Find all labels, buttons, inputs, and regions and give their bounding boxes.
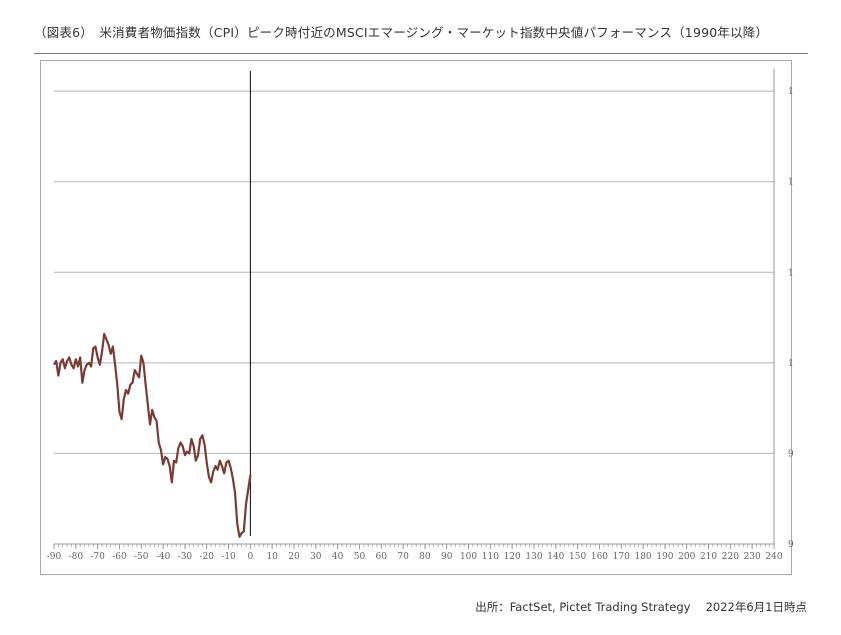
x-tick-label: 90 (441, 552, 453, 562)
x-tick-label: 190 (656, 552, 673, 562)
x-tick-label: -20 (199, 552, 214, 562)
chart-frame: 94 99 104 109 114 119 -90 -80 -70 -60 -50 -40 -30 -20… (40, 60, 793, 575)
x-tick-label: -80 (69, 552, 84, 562)
line-chart: 94 99 104 109 114 119 -90 -80 -70 -60 -50 -40 -30 -20… (47, 69, 793, 562)
x-tick-label: 240 (765, 552, 782, 562)
title-divider (34, 53, 808, 54)
y-tick-label: 109 (788, 268, 793, 278)
x-tick-label: -90 (47, 552, 62, 562)
x-tick-label: 150 (569, 552, 586, 562)
y-tick-label: 99 (788, 449, 793, 459)
x-tick-label: -60 (112, 552, 127, 562)
source-note: 出所：FactSet, Pictet Trading Strategy 2022… (475, 600, 807, 614)
y-tick-label: 119 (788, 87, 793, 97)
x-tick-label: 180 (634, 552, 651, 562)
x-tick-label: 70 (397, 552, 409, 562)
x-tick-label: 160 (591, 552, 608, 562)
x-tick-label: 170 (613, 552, 630, 562)
x-tick-label: 210 (700, 552, 717, 562)
x-tick-label: 50 (354, 552, 366, 562)
x-tick-label: 40 (332, 552, 344, 562)
series-line-0 (53, 332, 252, 538)
x-tick-label: 0 (247, 552, 253, 562)
y-tick-label: 114 (788, 178, 793, 188)
x-tick-label: 80 (419, 552, 431, 562)
x-tick-label: 60 (376, 552, 388, 562)
x-tick-label: 130 (525, 552, 542, 562)
x-tick-label: 120 (504, 552, 521, 562)
chart-title: （図表6） 米消費者物価指数（CPI）ピーク時付近のMSCIエマージング・マーケ… (34, 25, 769, 40)
y-tick-label: 104 (788, 359, 793, 369)
x-tick-label: -50 (134, 552, 149, 562)
x-tick-label: 10 (266, 552, 278, 562)
x-tick-label: 30 (310, 552, 322, 562)
x-tick-label: 220 (722, 552, 739, 562)
x-tick-label: 230 (744, 552, 761, 562)
x-tick-label: 20 (288, 552, 300, 562)
x-tick-label: 200 (678, 552, 695, 562)
x-tick-label: 140 (547, 552, 564, 562)
y-tick-label: 94 (788, 540, 793, 550)
x-tick-label: -70 (90, 552, 105, 562)
x-tick-label: 110 (482, 552, 499, 562)
x-tick-label: -40 (156, 552, 171, 562)
x-tick-label: -30 (178, 552, 193, 562)
x-tick-label: 100 (460, 552, 477, 562)
x-tick-label: -10 (221, 552, 236, 562)
